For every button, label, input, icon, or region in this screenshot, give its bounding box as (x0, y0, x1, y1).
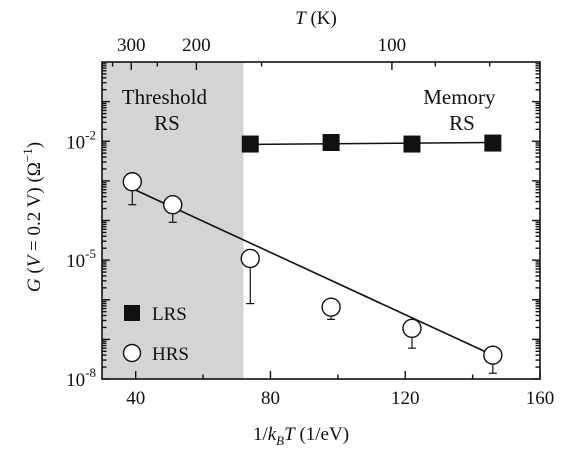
x-axis-label: 1/kBT (1/eV) (253, 424, 349, 448)
threshold-annotation: Threshold RS (122, 85, 212, 135)
hrs-point (240, 248, 260, 269)
hrs-point (122, 172, 143, 192)
top-tick-label: 200 (182, 35, 211, 56)
memory-annotation: Memory RS (423, 85, 501, 135)
y-tick-label: 10-2 (66, 127, 96, 153)
data-markers (122, 133, 503, 365)
top-tick-label: 100 (378, 35, 407, 56)
axis-ticks (102, 62, 541, 380)
legend-lrs-marker (124, 305, 140, 321)
lrs-point (322, 133, 340, 151)
x-tick-label: 80 (261, 388, 280, 409)
hrs-point (163, 195, 183, 215)
legend-hrs-label: HRS (152, 344, 189, 365)
memory-line-1: Memory (423, 85, 496, 109)
tick-labels: 40 80 120 160 300 200 100 10-8 10-5 10-2 (66, 35, 554, 409)
legend: LRS HRS (122, 304, 189, 365)
y-axis-label: G (V = 0.2 V) (Ω−1) (20, 142, 45, 292)
threshold-line-2: RS (154, 111, 180, 135)
y-tick-label: 10-8 (66, 365, 96, 391)
fit-line-lrs (243, 141, 493, 146)
hrs-point (321, 297, 341, 317)
fit-lines (128, 141, 494, 356)
x-tick-label: 120 (391, 388, 420, 409)
top-axis-label: T (K) (295, 8, 337, 29)
lrs-point (403, 135, 421, 153)
threshold-line-1: Threshold (122, 85, 208, 109)
lrs-point (241, 135, 259, 153)
y-tick-label: 10-5 (66, 246, 96, 272)
memory-line-2: RS (449, 111, 475, 135)
x-tick-label: 40 (126, 388, 145, 409)
top-tick-label: 300 (117, 35, 146, 56)
legend-hrs-marker (122, 343, 142, 363)
fit-line-hrs (128, 186, 494, 356)
legend-lrs-label: LRS (152, 304, 187, 325)
hrs-point (483, 345, 503, 365)
x-tick-label: 160 (526, 388, 555, 409)
lrs-point (484, 134, 502, 152)
hrs-point (402, 318, 422, 339)
